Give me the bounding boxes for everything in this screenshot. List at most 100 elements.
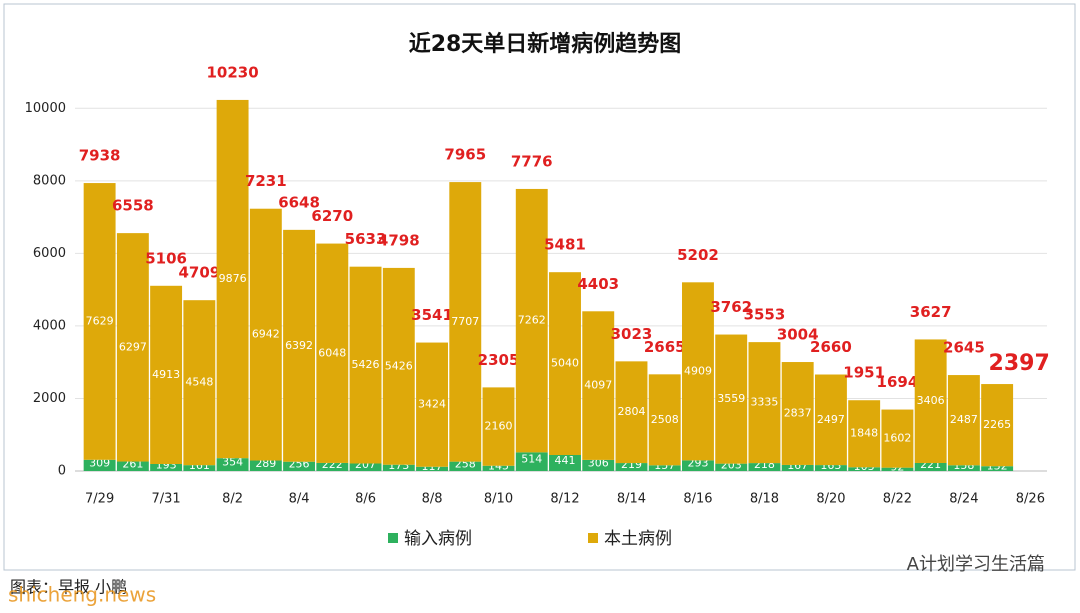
site: shicheng.news xyxy=(8,583,156,607)
data-label: 4097 xyxy=(584,379,612,392)
bar-segment xyxy=(216,458,249,471)
data-label: 5426 xyxy=(385,359,413,372)
x-tick-label: 8/2 xyxy=(222,492,243,507)
watermark: A计划学习生活篇 xyxy=(907,554,1045,575)
x-tick-label: 7/31 xyxy=(152,492,181,507)
x-tick-label: 8/20 xyxy=(816,492,845,507)
data-label: 3424 xyxy=(418,398,446,411)
total-label: 6558 xyxy=(112,197,154,215)
x-tick-label: 8/24 xyxy=(949,492,978,507)
total-label: 2397 xyxy=(989,351,1050,376)
total-label: 7776 xyxy=(511,152,553,170)
total-label: 5106 xyxy=(145,249,187,267)
data-label: 354 xyxy=(222,456,243,469)
data-label: 5426 xyxy=(352,358,380,371)
total-label: 5633 xyxy=(345,230,387,248)
bar-segment xyxy=(914,339,947,463)
x-tick-label: 8/22 xyxy=(883,492,912,507)
x-tick-label: 8/8 xyxy=(422,492,443,507)
data-label: 6392 xyxy=(285,339,313,352)
bar-segment xyxy=(715,334,748,464)
bar-segment xyxy=(216,99,249,459)
y-tick-label: 0 xyxy=(58,464,66,479)
total-label: 3541 xyxy=(411,306,453,324)
y-tick-label: 2000 xyxy=(33,391,66,406)
y-tick-label: 4000 xyxy=(33,318,66,333)
bar-segment xyxy=(349,463,382,471)
data-label: 2160 xyxy=(485,420,513,433)
bar-segment xyxy=(183,465,216,471)
bar-segment xyxy=(682,282,714,461)
total-label: 5481 xyxy=(544,236,586,254)
data-label: 2497 xyxy=(817,413,845,426)
bar-segment xyxy=(116,233,149,462)
bar-segment xyxy=(582,459,615,471)
x-tick-label: 8/10 xyxy=(484,492,513,507)
total-label: 2645 xyxy=(943,339,985,357)
legend-label: 本土病例 xyxy=(604,529,672,549)
x-tick-label: 8/4 xyxy=(289,492,310,507)
total-label: 3004 xyxy=(777,326,819,344)
bar-segment xyxy=(382,464,415,471)
y-tick-label: 8000 xyxy=(33,173,66,188)
legend-swatch xyxy=(588,533,598,543)
data-label: 5040 xyxy=(551,357,579,370)
bar-segment xyxy=(648,465,681,471)
bar-segment xyxy=(947,465,980,471)
credit: 图表：早报 小鹏 xyxy=(10,578,127,597)
bar-segment xyxy=(416,342,448,467)
total-label: 5202 xyxy=(677,246,719,264)
bar-segment xyxy=(382,267,415,465)
bar-segment xyxy=(83,183,116,460)
bar-segment xyxy=(781,464,814,471)
bar-segment xyxy=(283,461,316,471)
total-label: 3553 xyxy=(744,306,786,324)
data-label: 6297 xyxy=(119,340,147,353)
bar-segment xyxy=(814,374,847,466)
bar-segment xyxy=(449,461,482,471)
bar-segment xyxy=(848,400,881,468)
bar-segment xyxy=(582,311,615,460)
data-label: 514 xyxy=(521,453,542,466)
x-tick-label: 8/6 xyxy=(355,492,376,507)
x-tick-label: 7/29 xyxy=(85,492,114,507)
total-label: 10230 xyxy=(206,63,258,81)
total-label: 2665 xyxy=(644,338,686,356)
total-label: 1951 xyxy=(843,364,885,382)
y-tick-label: 6000 xyxy=(33,246,66,261)
bar-segment xyxy=(316,462,349,471)
total-label: 3762 xyxy=(710,298,752,316)
data-label: 3406 xyxy=(917,394,945,407)
bar-segment xyxy=(482,387,515,466)
bar-segment xyxy=(515,452,548,471)
data-label: 7262 xyxy=(518,314,546,327)
x-tick-label: 8/26 xyxy=(1016,492,1045,507)
data-label: 1848 xyxy=(850,427,878,440)
bar-segment xyxy=(283,229,316,462)
legend-swatch xyxy=(388,533,398,543)
total-label: 6270 xyxy=(311,207,353,225)
bar-segment xyxy=(881,467,914,471)
data-label: 3335 xyxy=(750,396,778,409)
total-label: 6648 xyxy=(278,193,320,211)
chart-title: 近28天单日新增病例趋势图 xyxy=(409,31,682,57)
bar-segment xyxy=(814,465,847,471)
data-label: 6048 xyxy=(318,346,346,359)
bar-segment xyxy=(549,272,581,456)
data-label: 441 xyxy=(555,454,576,467)
total-label: 4798 xyxy=(378,231,420,249)
bar-segment xyxy=(781,362,814,465)
data-label: 4548 xyxy=(185,376,213,389)
total-label: 7231 xyxy=(245,172,287,190)
data-label: 3559 xyxy=(717,392,745,405)
bar-segment xyxy=(349,266,382,464)
data-label: 2804 xyxy=(617,405,645,418)
data-label: 1602 xyxy=(883,432,911,445)
x-tick-label: 8/18 xyxy=(750,492,779,507)
total-label: 4709 xyxy=(178,264,220,282)
bar-segment xyxy=(648,374,681,466)
bar-segment xyxy=(715,463,748,471)
bar-segment xyxy=(83,459,116,471)
bar-segment xyxy=(249,208,282,461)
